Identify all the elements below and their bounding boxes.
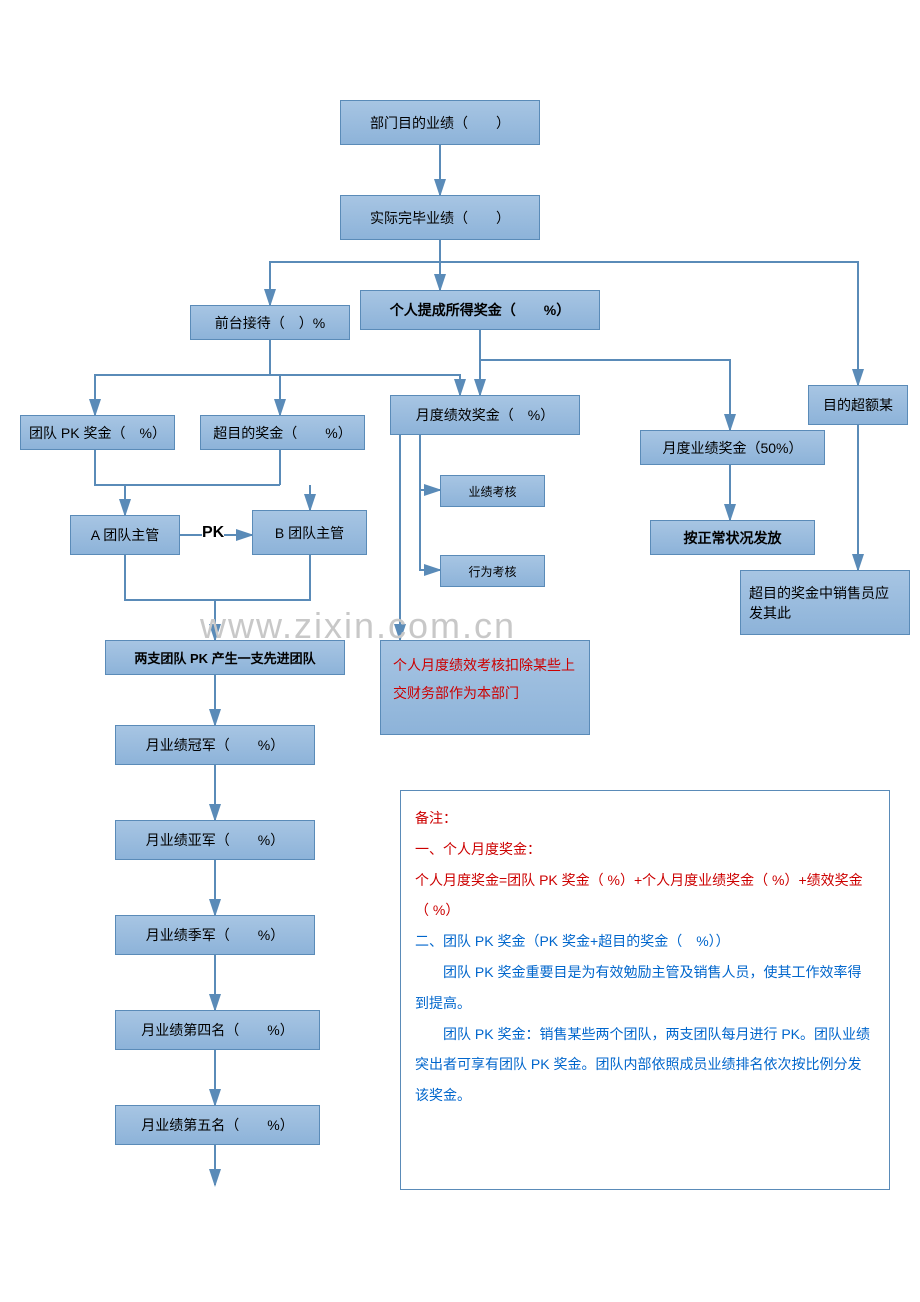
node-pk-winner: 两支团队 PK 产生一支先进团队: [105, 640, 345, 675]
node-rank-1: 月业绩冠军（ %）: [115, 725, 315, 765]
node-rank-2: 月业绩亚军（ %）: [115, 820, 315, 860]
notes-s2-body2: 团队 PK 奖金：销售某些两个团队，两支团队每月进行 PK。团队业绩突出者可享有…: [415, 1019, 875, 1111]
notes-box: 备注： 一、个人月度奖金： 个人月度奖金=团队 PK 奖金（ %）+个人月度业绩…: [400, 790, 890, 1190]
node-perf-assess: 业绩考核: [440, 475, 545, 507]
node-team-b: B 团队主管: [252, 510, 367, 555]
node-deduction-note: 个人月度绩效考核扣除某些上交财务部作为本部门: [380, 640, 590, 735]
node-excess-sales-share: 超目的奖金中销售员应发其此: [740, 570, 910, 635]
node-monthly-perf-bonus: 月度绩效奖金（ %）: [390, 395, 580, 435]
notes-s1-title: 一、个人月度奖金：: [415, 834, 875, 865]
node-rank-4: 月业绩第四名（ %）: [115, 1010, 320, 1050]
notes-title: 备注：: [415, 803, 875, 834]
node-normal-issue: 按正常状况发放: [650, 520, 815, 555]
node-personal-commission: 个人提成所得奖金（ %）: [360, 290, 600, 330]
node-rank-5: 月业绩第五名（ %）: [115, 1105, 320, 1145]
node-dept-target: 部门目的业绩（ ）: [340, 100, 540, 145]
node-team-a: A 团队主管: [70, 515, 180, 555]
notes-s2-title: 二、团队 PK 奖金（PK 奖金+超目的奖金（ %））: [415, 926, 875, 957]
node-behavior-assess: 行为考核: [440, 555, 545, 587]
notes-s1-body: 个人月度奖金=团队 PK 奖金（ %）+个人月度业绩奖金（ %）+绩效奖金（ %…: [415, 865, 875, 927]
node-rank-3: 月业绩季军（ %）: [115, 915, 315, 955]
node-over-target-bonus: 超目的奖金（ %）: [200, 415, 365, 450]
notes-s2-body1: 团队 PK 奖金重要目是为有效勉励主管及销售人员，使其工作效率得到提高。: [415, 957, 875, 1019]
node-actual-complete: 实际完毕业绩（ ）: [340, 195, 540, 240]
node-team-pk-bonus: 团队 PK 奖金（ %）: [20, 415, 175, 450]
node-reception: 前台接待（ ）%: [190, 305, 350, 340]
node-target-excess: 目的超额某: [808, 385, 908, 425]
node-monthly-sales-bonus: 月度业绩奖金（50%）: [640, 430, 825, 465]
pk-label: PK: [202, 524, 224, 542]
